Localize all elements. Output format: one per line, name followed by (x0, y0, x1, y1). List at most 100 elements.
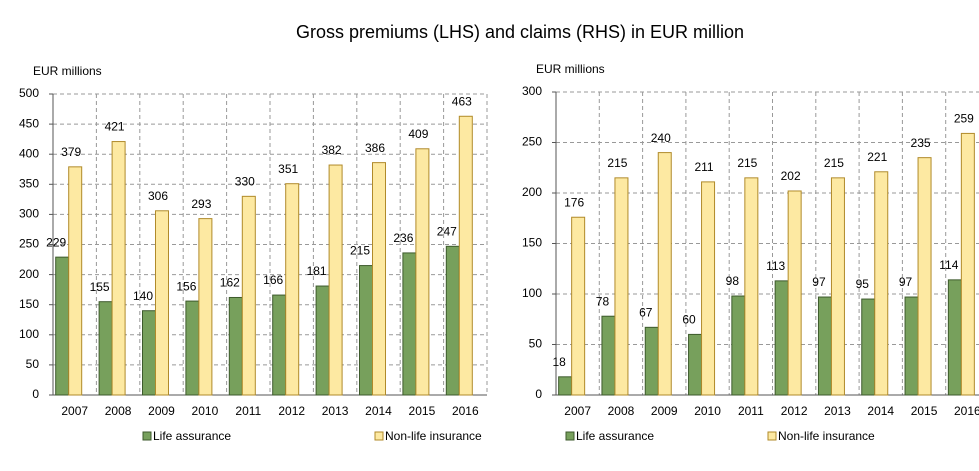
y-tick-label: 200 (522, 185, 542, 199)
data-label: 114 (939, 258, 958, 272)
y-tick-label: 50 (529, 337, 543, 351)
legend-label: Non-life insurance (385, 429, 482, 443)
data-label: 229 (46, 235, 66, 249)
data-label: 215 (737, 156, 757, 170)
bar (315, 285, 330, 396)
y-tick-label: 250 (19, 237, 39, 251)
bar (644, 326, 659, 396)
bar (372, 162, 386, 396)
bar (688, 333, 703, 396)
bar (817, 296, 832, 396)
data-label: 421 (105, 120, 125, 134)
bar (830, 177, 845, 396)
bar (359, 265, 373, 396)
data-label: 67 (639, 306, 653, 320)
bar (601, 315, 616, 396)
y-tick-label: 150 (19, 297, 39, 311)
page-title: Gross premiums (LHS) and claims (RHS) in… (296, 22, 744, 42)
data-label: 293 (191, 197, 211, 211)
y-tick-label: 100 (19, 327, 39, 341)
bar (787, 190, 802, 396)
bar (285, 183, 300, 396)
x-tick-label: 2014 (867, 404, 894, 418)
bar (744, 177, 759, 396)
data-label: 351 (278, 162, 298, 176)
x-tick-label: 2012 (781, 404, 808, 418)
data-label: 181 (307, 264, 327, 278)
y-tick-label: 200 (19, 267, 39, 281)
data-label: 221 (867, 150, 887, 164)
bar (98, 301, 113, 396)
bar (142, 310, 156, 396)
x-tick-label: 2008 (105, 404, 132, 418)
data-label: 236 (393, 231, 413, 245)
data-label: 409 (408, 127, 428, 141)
x-tick-label: 2011 (738, 404, 764, 418)
x-tick-label: 2009 (651, 404, 678, 418)
data-label: 140 (133, 289, 153, 303)
bar (402, 252, 417, 396)
y-tick-label: 350 (19, 176, 39, 190)
x-tick-label: 2011 (235, 404, 261, 418)
bar (904, 296, 919, 396)
data-label: 215 (607, 156, 627, 170)
bar (861, 298, 876, 396)
legend-label: Non-life insurance (778, 429, 875, 443)
bar (415, 148, 430, 396)
bar (241, 195, 256, 396)
y-tick-label: 300 (522, 84, 542, 98)
x-tick-label: 2013 (824, 404, 851, 418)
bar (571, 216, 586, 396)
y-tick-label: 0 (535, 387, 542, 401)
bar (68, 166, 83, 396)
y-tick-label: 50 (26, 357, 40, 371)
data-label: 330 (235, 175, 255, 189)
data-label: 97 (812, 275, 826, 289)
y-tick-label: 300 (19, 207, 39, 221)
y-tick-label: 150 (522, 236, 542, 250)
data-label: 166 (263, 273, 283, 287)
data-label: 259 (954, 112, 974, 126)
x-tick-label: 2007 (564, 404, 591, 418)
x-tick-label: 2010 (192, 404, 219, 418)
data-label: 113 (766, 259, 785, 273)
data-label: 78 (596, 294, 610, 308)
data-label: 18 (552, 355, 566, 369)
x-tick-label: 2008 (608, 404, 635, 418)
data-label: 176 (564, 195, 584, 209)
x-tick-label: 2015 (409, 404, 436, 418)
bar (328, 164, 343, 396)
bar (731, 295, 746, 396)
x-tick-label: 2016 (954, 404, 979, 418)
x-tick-label: 2010 (694, 404, 721, 418)
legend-label: Life assurance (153, 429, 231, 443)
data-label: 382 (322, 143, 342, 157)
bar (701, 181, 716, 396)
y-tick-label: 250 (522, 135, 542, 149)
data-label: 162 (220, 276, 240, 290)
bar (111, 141, 126, 396)
bar (445, 245, 460, 396)
legend-swatch (767, 431, 777, 441)
data-label: 379 (61, 145, 81, 159)
x-tick-label: 2009 (148, 404, 175, 418)
bar (947, 279, 962, 396)
data-label: 247 (437, 224, 457, 238)
bar (614, 177, 629, 396)
data-label: 306 (148, 189, 168, 203)
data-label: 60 (682, 313, 696, 327)
x-tick-label: 2016 (452, 404, 479, 418)
x-tick-label: 2015 (911, 404, 938, 418)
y-tick-label: 400 (19, 146, 39, 160)
data-label: 463 (452, 94, 472, 108)
bar (185, 300, 200, 396)
data-label: 215 (824, 156, 844, 170)
data-label: 155 (90, 280, 110, 294)
data-label: 97 (899, 275, 913, 289)
data-label: 386 (365, 141, 385, 155)
bar (272, 294, 287, 396)
data-label: 240 (651, 131, 671, 145)
data-label: 215 (350, 244, 370, 258)
x-tick-label: 2013 (322, 404, 349, 418)
